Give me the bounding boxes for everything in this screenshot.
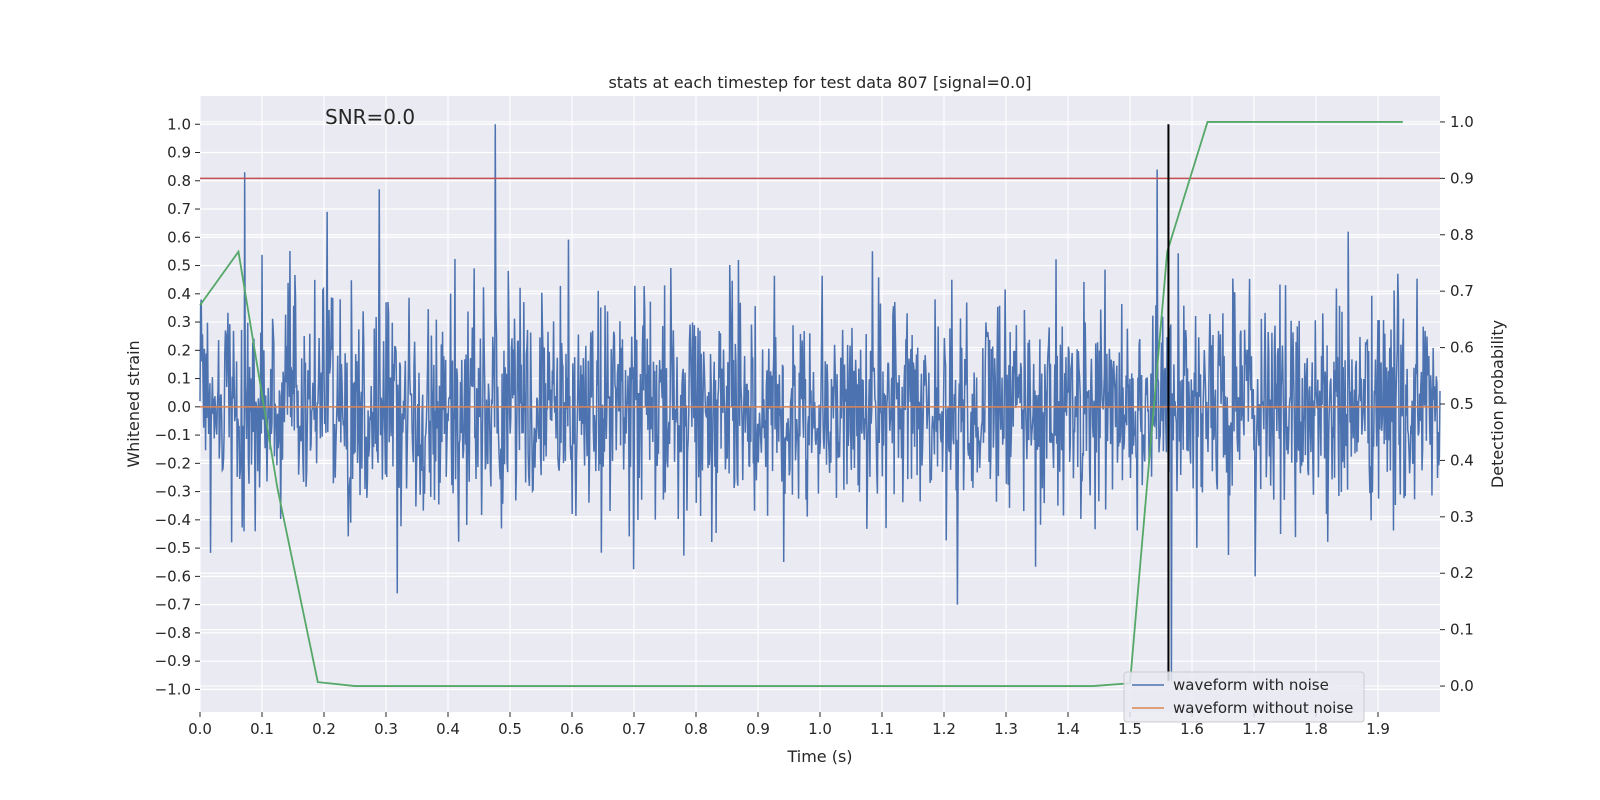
x-tick-label: 1.4 [1056,720,1080,738]
y-left-tick-label: 1.0 [167,115,191,133]
x-tick-label: 1.8 [1304,720,1328,738]
y-right-tick-label: 0.1 [1450,621,1474,639]
y-left-tick-label: −0.7 [155,596,191,614]
grid [199,96,1440,712]
x-tick-label: 0.8 [684,720,708,738]
y-left-tick-label: 0.5 [167,257,191,275]
y-left-tick-label: 0.6 [167,228,191,246]
y-left-tick-label: 0.0 [167,398,191,416]
legend-box [1123,671,1365,723]
y-left-tick-label: 0.1 [167,370,191,388]
x-tick-label: 0.6 [560,720,584,738]
y-left-tick-label: 0.7 [167,200,191,218]
x-axis-label: Time (s) [786,747,852,766]
x-tick-label: 0.2 [312,720,336,738]
legend-label-clean: waveform without noise [1173,699,1353,717]
x-tick-label: 0.5 [498,720,522,738]
x-tick-label: 1.0 [808,720,832,738]
x-tick-label: 1.2 [932,720,956,738]
y-axis-left-label: Whitened strain [124,340,143,467]
y-right-tick-label: 0.7 [1450,282,1474,300]
x-tick-label: 0.1 [250,720,274,738]
y-axis-right-ticks: 1.0 0.9 0.8 0.7 0.6 0.5 0.4 0.3 0.2 0.1 0.0 [1440,113,1474,695]
y-axis-right-label: Detection probability [1488,320,1507,488]
snr-annotation: SNR=0.0 [325,105,415,129]
y-right-tick-label: 1.0 [1450,113,1474,131]
y-right-tick-label: 0.5 [1450,395,1474,413]
y-right-tick-label: 0.0 [1450,677,1474,695]
x-tick-label: 0.9 [746,720,770,738]
y-right-tick-label: 0.2 [1450,564,1474,582]
y-right-tick-label: 0.4 [1450,451,1474,469]
y-left-tick-label: −0.8 [155,624,191,642]
y-left-tick-label: −0.2 [155,454,191,472]
y-right-tick-label: 0.8 [1450,226,1474,244]
x-tick-label: 1.1 [870,720,894,738]
x-tick-label: 0.3 [374,720,398,738]
y-left-tick-label: −1.0 [155,680,191,698]
x-tick-label: 1.7 [1242,720,1266,738]
y-left-tick-label: −0.9 [155,652,191,670]
y-axis-left-ticks: 1.0 0.9 0.8 0.7 0.6 0.5 0.4 0.3 0.2 0.1 0.0 −0.1 −0.… [155,115,200,698]
legend-label-noise: waveform with noise [1173,676,1329,694]
x-tick-label: 0.4 [436,720,460,738]
series-waveform-with-noise [199,124,1441,681]
x-tick-label: 1.5 [1118,720,1142,738]
y-left-tick-label: −0.5 [155,539,191,557]
x-axis-ticks: 0.0 0.1 0.2 0.3 0.4 0.5 0.6 0.7 0.8 0.9 1.0 1.1 1.2 1… [188,712,1390,738]
y-left-tick-label: −0.6 [155,567,191,585]
x-tick-label: 0.7 [622,720,646,738]
y-right-tick-label: 0.3 [1450,508,1474,526]
y-left-tick-label: 0.8 [167,172,191,190]
y-left-tick-label: −0.1 [155,426,191,444]
x-tick-label: 1.3 [994,720,1018,738]
y-right-tick-label: 0.9 [1450,169,1474,187]
chart-title: stats at each timestep for test data 807… [608,73,1031,92]
y-left-tick-label: 0.9 [167,144,191,162]
y-left-tick-label: 0.2 [167,341,191,359]
series-detection-probability [199,121,1403,687]
y-left-tick-label: 0.4 [167,285,191,303]
series-layer [199,121,1441,687]
x-tick-label: 0.0 [188,720,212,738]
x-tick-label: 1.9 [1366,720,1390,738]
y-left-tick-label: −0.3 [155,483,191,501]
x-tick-label: 1.6 [1180,720,1204,738]
y-right-tick-label: 0.6 [1450,339,1474,357]
y-left-tick-label: −0.4 [155,511,191,529]
y-left-tick-label: 0.3 [167,313,191,331]
legend: waveform with noise waveform without noi… [1123,671,1365,723]
